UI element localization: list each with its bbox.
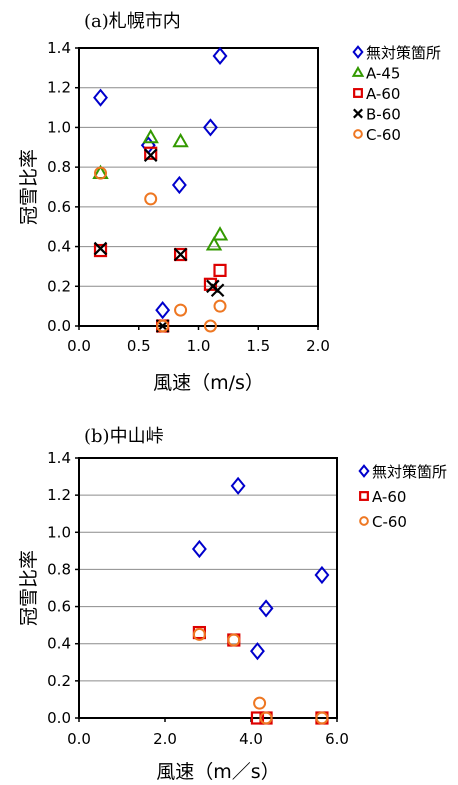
legend-marker-x [353,108,363,119]
x-tick-label: 1.0 [187,337,211,355]
data-point-x [173,247,188,262]
data-point-diamond [191,539,207,559]
y-tick-label: 0.6 [47,598,71,616]
data-point-triangle [211,226,229,241]
x-tick-label: 4.0 [239,730,263,748]
data-point-circle [203,319,217,333]
y-axis-label: 冠雪比率 [18,149,40,225]
data-point-diamond [258,599,274,618]
legend-marker-square [359,491,369,501]
data-point-circle [94,166,108,180]
data-point-diamond [155,301,171,320]
legend-label: A-45 [366,65,400,83]
plot-area-frame [78,457,338,719]
legend-label: 無対策箇所 [372,463,447,481]
data-point-diamond [230,476,246,495]
legend-marker-circle [353,129,363,139]
data-point-diamond [93,88,108,107]
data-point-triangle [205,236,223,251]
data-point-x [210,283,225,298]
legend-marker-square [353,88,363,98]
data-point-square [173,247,188,262]
data-point-circle [315,711,329,725]
x-tick-label: 6.0 [325,730,349,748]
data-point-square [144,146,158,160]
x-tick-label: 2.0 [153,730,177,748]
y-tick-label: 0.8 [47,560,71,578]
legend-marker-diamond [352,45,364,59]
x-tick-label: 0.5 [127,337,151,355]
data-point-circle [253,696,267,710]
data-point-x [93,241,108,256]
legend-label: A-60 [372,488,406,506]
legend-label: C-60 [372,513,407,531]
data-point-diamond [250,642,265,661]
data-point-x [143,148,158,163]
legend-marker-diamond [358,464,370,478]
legend-marker-circle [359,516,369,526]
legend-label: C-60 [366,126,401,144]
data-point-diamond [212,46,228,66]
data-point-circle [174,303,188,317]
data-point-triangle [172,132,189,148]
x-axis-label: 風速（m／s） [156,761,279,783]
data-point-diamond [140,136,156,155]
chart-title: (a)札幌市内 [84,11,181,32]
y-tick-label: 1.0 [47,118,71,136]
x-axis-label: 風速（m/s） [153,372,264,394]
data-point-diamond [203,118,218,137]
y-tick-label: 0.6 [47,198,71,216]
data-point-circle [259,711,273,725]
x-tick-label: 1.5 [246,337,270,355]
legend-marker-triangle [351,65,365,77]
y-tick-label: 0.2 [47,277,71,295]
y-tick-label: 1.2 [47,486,71,504]
data-point-circle [156,319,170,333]
data-point-triangle [142,128,159,144]
data-point-square [250,711,265,725]
legend-label: 無対策箇所 [366,44,441,62]
data-point-diamond [171,175,187,195]
y-tick-label: 0.8 [47,158,71,176]
y-tick-label: 1.2 [47,79,71,97]
y-axis-label: 冠雪比率 [18,550,40,626]
y-tick-label: 1.4 [47,449,71,467]
plot-area-frame [78,47,319,327]
data-point-square [93,243,108,258]
y-tick-label: 1.0 [47,523,71,541]
y-tick-label: 0.0 [47,317,71,335]
data-point-circle [227,633,241,647]
y-tick-label: 0.2 [47,672,71,690]
x-tick-label: 0.0 [67,730,91,748]
legend-label: B-60 [366,106,401,124]
data-point-circle [192,627,206,641]
chart-title: (b)中山峠 [84,426,164,447]
y-tick-label: 0.4 [47,635,71,653]
y-tick-label: 1.4 [47,39,71,57]
x-tick-label: 0.0 [67,337,91,355]
legend-label: A-60 [366,85,400,103]
x-tick-label: 2.0 [306,337,330,355]
y-tick-label: 0.4 [47,238,71,256]
data-point-circle [213,299,227,313]
data-point-diamond [314,565,330,585]
data-point-square [213,263,227,277]
data-point-circle [144,192,158,206]
y-tick-label: 0.0 [47,709,71,727]
